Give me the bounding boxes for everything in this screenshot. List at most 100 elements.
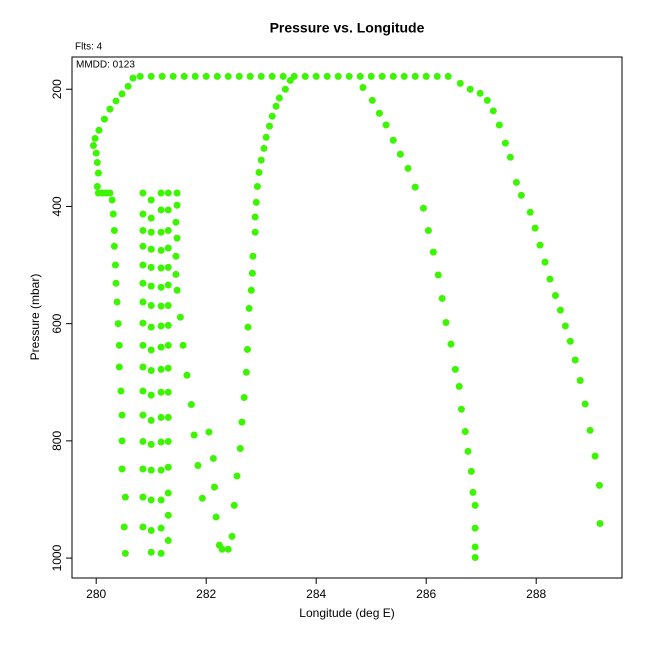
point: [157, 206, 165, 214]
point: [471, 543, 479, 551]
point: [147, 245, 155, 253]
point: [147, 263, 155, 271]
point: [157, 189, 165, 197]
point: [118, 90, 126, 98]
point: [451, 365, 459, 373]
point: [469, 488, 477, 496]
point: [164, 301, 172, 309]
point: [112, 97, 120, 105]
point: [113, 298, 121, 306]
point: [272, 102, 280, 110]
point: [541, 258, 549, 266]
point: [262, 133, 270, 141]
point: [111, 261, 119, 269]
x-tick-label: 280: [86, 587, 106, 601]
point: [164, 206, 172, 214]
point: [556, 306, 564, 314]
point: [368, 96, 376, 104]
point: [147, 323, 155, 331]
point: [596, 519, 604, 527]
point: [268, 112, 276, 120]
point: [139, 210, 147, 218]
point: [581, 400, 589, 408]
point: [164, 189, 172, 197]
point: [566, 337, 574, 345]
point: [433, 72, 441, 80]
point: [91, 134, 99, 142]
point: [252, 198, 260, 206]
point: [139, 319, 147, 327]
point: [147, 466, 155, 474]
point: [172, 270, 180, 278]
point: [147, 214, 155, 222]
point: [512, 178, 520, 186]
point: [209, 454, 217, 462]
point: [455, 382, 463, 390]
point: [164, 463, 172, 471]
point: [233, 472, 241, 480]
point: [275, 94, 283, 102]
point: [139, 189, 147, 197]
point: [147, 527, 155, 535]
point: [461, 427, 469, 435]
point: [265, 122, 273, 130]
point: [466, 85, 474, 93]
point: [147, 416, 155, 424]
point: [378, 72, 386, 80]
point: [157, 524, 165, 532]
point: [139, 387, 147, 395]
point: [164, 388, 172, 396]
point: [190, 431, 198, 439]
point: [213, 72, 221, 80]
point: [471, 524, 479, 532]
point: [571, 356, 579, 364]
point: [517, 191, 525, 199]
point: [158, 72, 166, 80]
point: [323, 72, 331, 80]
point: [179, 341, 187, 349]
point: [240, 393, 248, 401]
point: [279, 72, 287, 80]
chart-title: Pressure vs. Longitude: [270, 20, 425, 36]
annotation: MMDD: 0123: [76, 60, 135, 71]
point: [147, 301, 155, 309]
point: [429, 248, 437, 256]
point: [108, 196, 116, 204]
x-tick-label: 284: [306, 587, 326, 601]
point: [106, 105, 114, 113]
point: [118, 465, 126, 473]
point: [115, 363, 123, 371]
point: [345, 72, 353, 80]
point: [257, 156, 265, 164]
point: [411, 183, 419, 191]
point: [157, 438, 165, 446]
point: [375, 109, 383, 117]
point: [112, 279, 120, 287]
point: [257, 72, 265, 80]
point: [139, 493, 147, 501]
y-tick-label: 600: [50, 313, 64, 333]
point: [115, 341, 123, 349]
point: [457, 405, 465, 413]
point: [121, 549, 129, 557]
point: [180, 72, 188, 80]
point: [389, 136, 397, 144]
point: [139, 298, 147, 306]
point: [489, 107, 497, 115]
point: [147, 367, 155, 375]
point: [164, 341, 172, 349]
point: [359, 83, 367, 91]
point: [176, 313, 184, 321]
point: [198, 494, 206, 502]
x-axis-label: Longitude (deg E): [299, 606, 394, 620]
point: [124, 82, 132, 90]
point: [183, 371, 191, 379]
point: [139, 363, 147, 371]
point: [194, 461, 202, 469]
point: [411, 72, 419, 80]
point: [396, 150, 404, 158]
point: [93, 158, 101, 166]
point: [110, 226, 118, 234]
x-tick-label: 282: [196, 587, 216, 601]
